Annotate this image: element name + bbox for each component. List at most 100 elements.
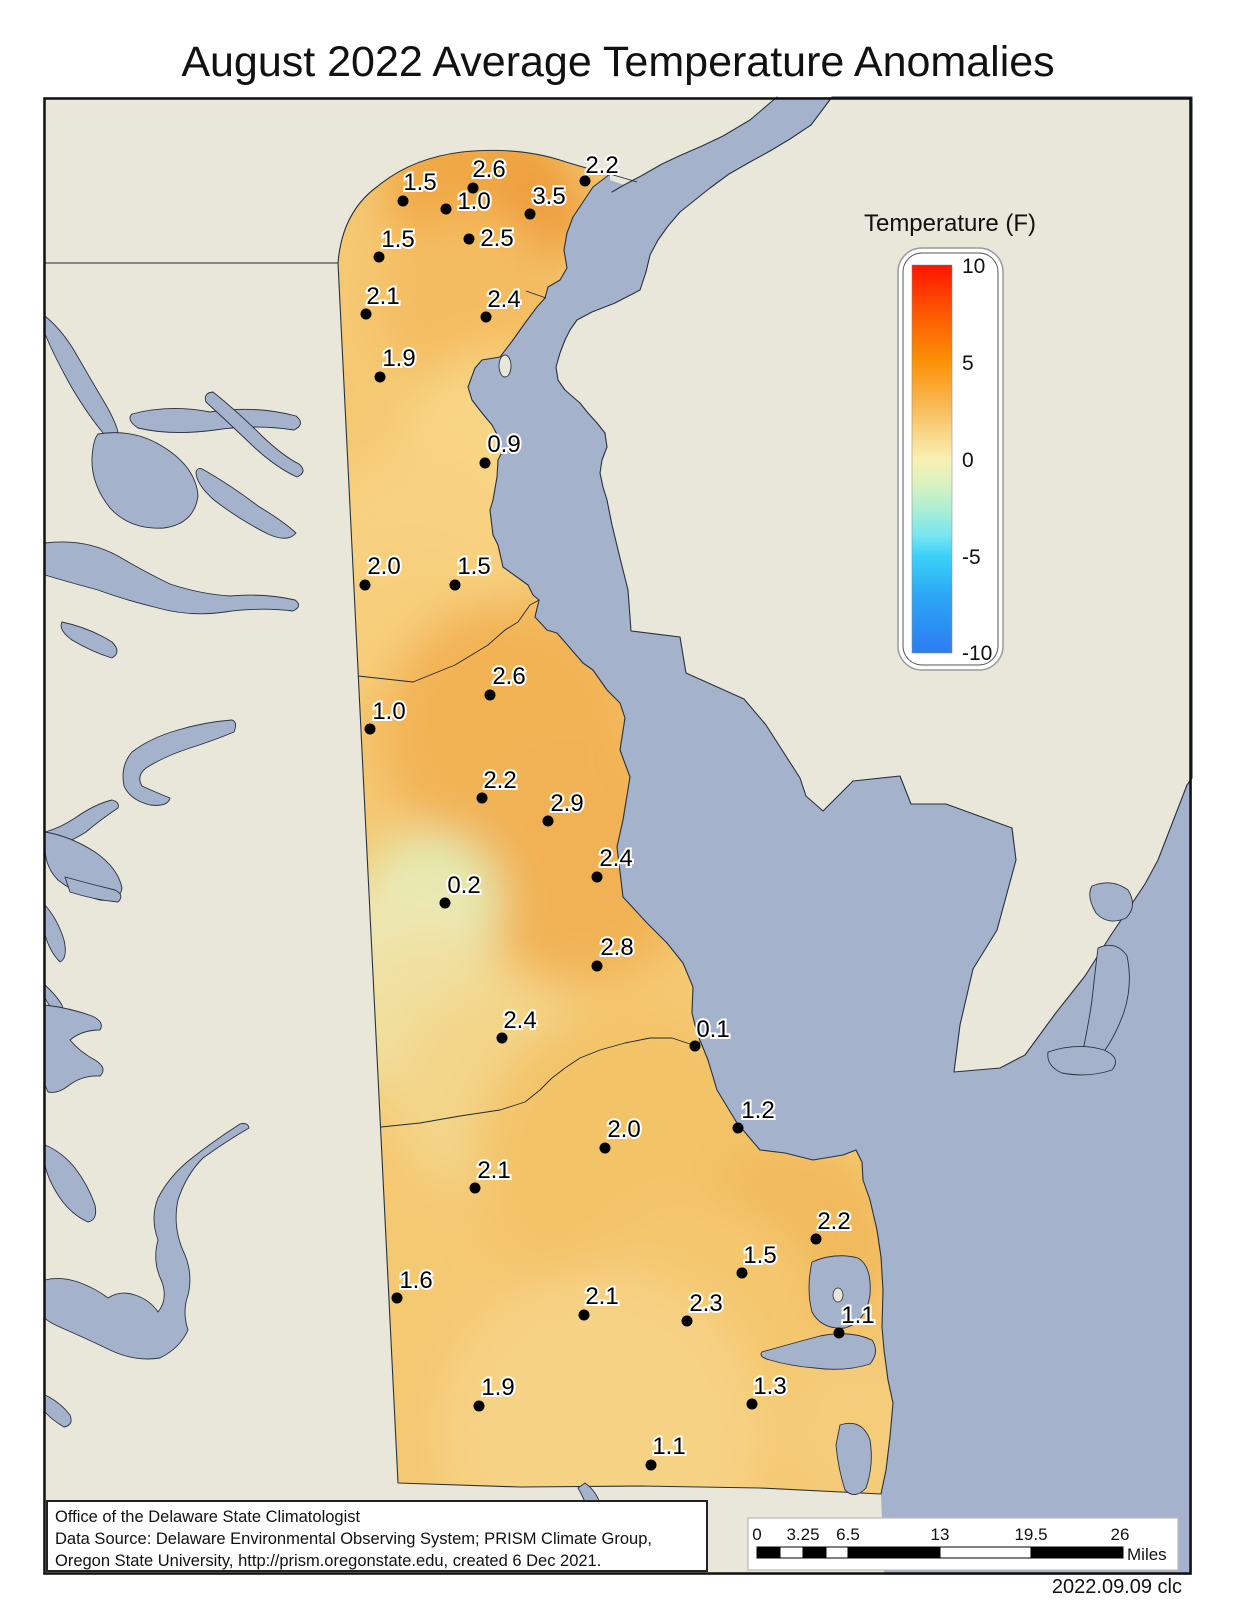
- station-dot: [440, 203, 452, 215]
- station-dot: [833, 1327, 845, 1339]
- station-dot: [579, 175, 591, 187]
- station-label: 1.5: [457, 553, 490, 580]
- delaware-state-outline: [337, 149, 894, 1495]
- station-dot: [591, 960, 603, 972]
- station-label: 2.6: [492, 663, 525, 690]
- legend-tick: 5: [962, 352, 974, 375]
- station-label: 0.9: [487, 431, 520, 458]
- legend: Temperature (F) 10 5 0 -5 -10: [864, 210, 1036, 671]
- station-label: 2.4: [487, 286, 520, 313]
- station-layer: 1.5 2.6 2.2 1.0 3.5 1.5 2.5 2.1 2.4 1.9 …: [359, 150, 877, 1471]
- station-label: 2.2: [585, 152, 618, 179]
- station-dot: [359, 579, 371, 591]
- river-west-bank-shore: [611, 96, 778, 193]
- station-label: 2.0: [367, 553, 400, 580]
- scalebar-label: 26: [1111, 1525, 1130, 1544]
- station-dot: [473, 1400, 485, 1412]
- station-label: 2.5: [480, 225, 513, 252]
- station-label: 2.4: [503, 1007, 536, 1034]
- station-label: 1.5: [403, 169, 436, 196]
- legend-tick: -5: [962, 546, 981, 569]
- station-label: 1.3: [753, 1373, 786, 1400]
- station-label: 2.1: [366, 283, 399, 310]
- station-dot: [373, 251, 385, 263]
- pea-patch-island: [498, 354, 512, 378]
- station-label: 2.1: [477, 1157, 510, 1184]
- legend-title: Temperature (F): [864, 210, 1036, 237]
- station-dot: [681, 1315, 693, 1327]
- station-dot: [736, 1267, 748, 1279]
- station-label: 2.2: [483, 767, 516, 794]
- station-label: 1.6: [399, 1267, 432, 1294]
- station-dot: [463, 233, 475, 245]
- footer-credit-box: Office of the Delaware State Climatologi…: [46, 1500, 708, 1572]
- footer-line: Office of the Delaware State Climatologi…: [55, 1508, 361, 1526]
- station-label: 2.8: [600, 934, 633, 961]
- legend-tick: -10: [962, 642, 992, 665]
- station-dot: [599, 1142, 611, 1154]
- scalebar-label: 6.5: [836, 1525, 860, 1544]
- scalebar-label: 19.5: [1014, 1525, 1047, 1544]
- de-nj-state-line-river2: [525, 290, 547, 299]
- station-dot: [578, 1309, 590, 1321]
- station-label: 2.0: [607, 1116, 640, 1143]
- station-label: 2.1: [585, 1283, 618, 1310]
- station-dot: [364, 723, 376, 735]
- scale-bar: 0 3.25 6.5 13 19.5 26 Miles: [747, 1517, 1179, 1571]
- map-credit-date: 2022.09.09 clc: [1051, 1576, 1182, 1598]
- station-label: 1.5: [381, 226, 414, 253]
- scalebar-label: 13: [931, 1525, 950, 1544]
- station-dot: [479, 457, 491, 469]
- station-dot: [746, 1398, 758, 1410]
- station-dot: [449, 579, 461, 591]
- station-label: 3.5: [532, 183, 565, 210]
- station-dot: [480, 311, 492, 323]
- station-dot: [360, 308, 372, 320]
- station-dot: [397, 195, 409, 207]
- station-label: 2.3: [689, 1290, 722, 1317]
- de-nj-state-line-river: [609, 173, 638, 183]
- footer-line: Oregon State University, http://prism.or…: [55, 1552, 601, 1570]
- station-label: 1.1: [841, 1302, 874, 1329]
- page-title: August 2022 Average Temperature Anomalie…: [181, 38, 1055, 86]
- station-dot: [524, 208, 536, 220]
- station-label: 2.4: [599, 845, 632, 872]
- chesapeake-tributaries: [44, 315, 864, 1564]
- station-label: 1.0: [372, 698, 405, 725]
- station-label: 2.9: [550, 790, 583, 817]
- scalebar-label: 3.25: [786, 1525, 819, 1544]
- station-dot: [496, 1032, 508, 1044]
- station-dot: [374, 371, 386, 383]
- station-label: 1.9: [382, 345, 415, 372]
- legend-tick: 10: [962, 255, 985, 278]
- station-dot: [439, 897, 451, 909]
- station-dot: [469, 1182, 481, 1194]
- station-label: 1.0: [457, 188, 490, 215]
- newcastle-kent-county-line: [357, 599, 540, 683]
- station-label: 2.6: [472, 156, 505, 183]
- station-label: 1.1: [652, 1433, 685, 1460]
- station-label: 0.1: [696, 1016, 729, 1043]
- legend-colorbar: [911, 264, 953, 654]
- station-dot: [476, 792, 488, 804]
- station-dot: [645, 1459, 657, 1471]
- new-jersey-land: [555, 96, 1193, 1073]
- footer-line: Data Source: Delaware Environmental Obse…: [55, 1530, 652, 1548]
- station-label: 2.2: [817, 1208, 850, 1235]
- station-dot: [467, 182, 479, 194]
- scalebar-unit: Miles: [1127, 1545, 1167, 1564]
- station-dot: [689, 1040, 701, 1052]
- kent-sussex-county-line: [380, 1037, 701, 1128]
- station-dot: [810, 1233, 822, 1245]
- station-label: 1.9: [481, 1374, 514, 1401]
- station-label: 0.2: [447, 872, 480, 899]
- station-label: 1.5: [743, 1242, 776, 1269]
- cape-may-bays: [1047, 882, 1133, 1076]
- rehoboth-bay-island: [832, 1287, 844, 1303]
- indian-river-bay: [760, 1333, 876, 1370]
- station-label: 1.2: [741, 1097, 774, 1124]
- station-dot: [391, 1292, 403, 1304]
- scalebar-label: 0: [752, 1525, 761, 1544]
- legend-box-inner: [902, 252, 999, 666]
